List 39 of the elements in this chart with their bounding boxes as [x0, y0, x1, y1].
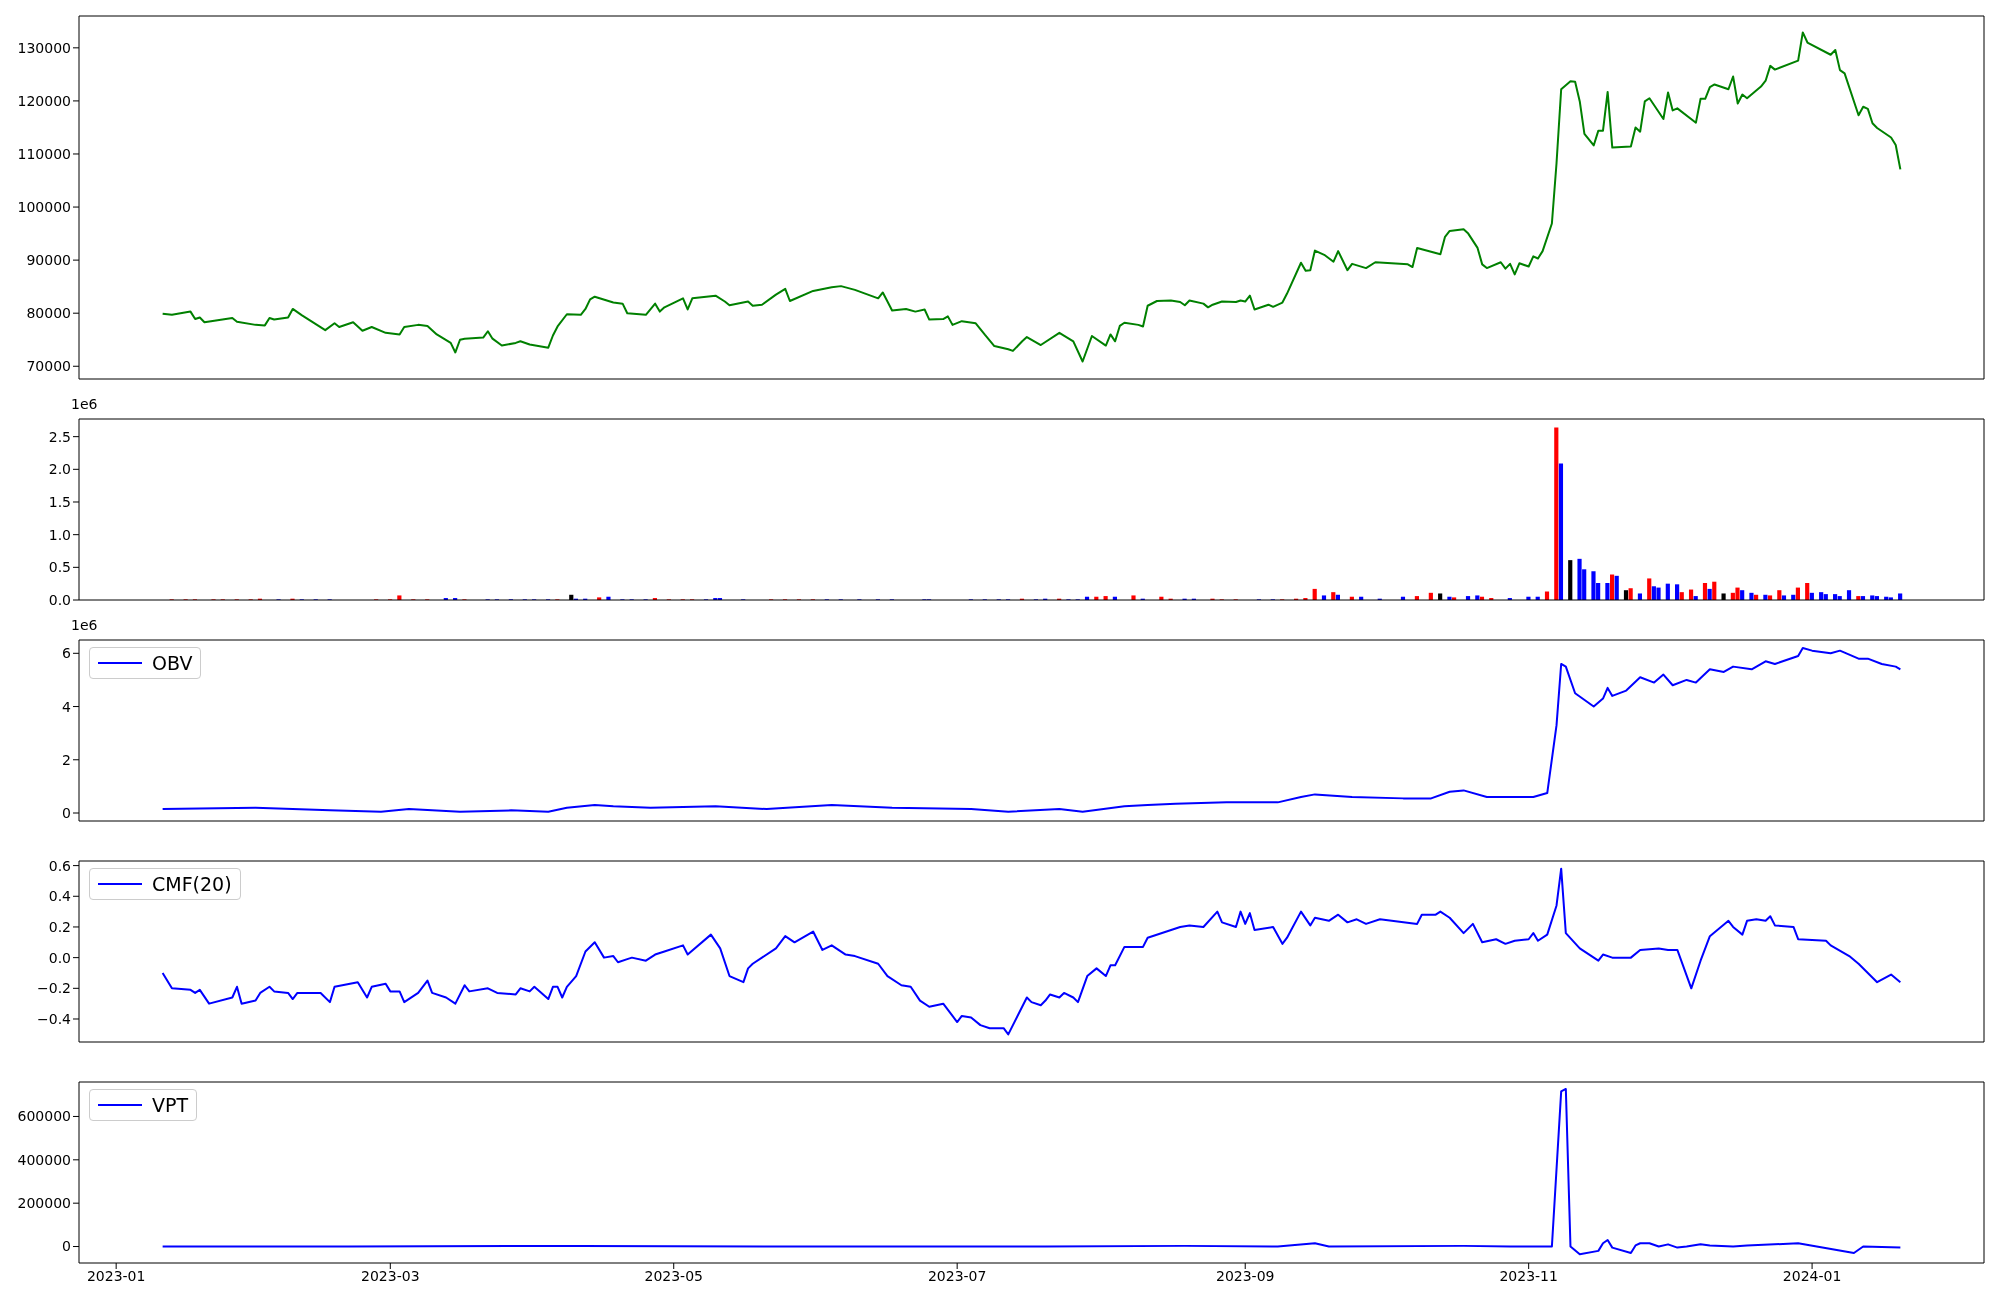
- legend-label: OBV: [152, 651, 193, 675]
- y-tick-label: 200000: [17, 1195, 71, 1212]
- y-tick-label: 70000: [26, 358, 71, 375]
- y-tick-label: 90000: [26, 252, 71, 269]
- y-tick-label: −0.2: [37, 980, 71, 997]
- y-tick-label: 130000: [17, 39, 71, 56]
- x-tick-label: 2023-07: [927, 1267, 987, 1284]
- y-tick-label: 1.5: [48, 493, 71, 510]
- y-tick-label: 0.5: [48, 559, 71, 576]
- y-tick-label: 0: [62, 804, 71, 821]
- x-tick-label: 2023-03: [361, 1267, 420, 1284]
- y-tick-label: 2: [62, 751, 71, 768]
- y-tick-label: 400000: [17, 1151, 71, 1168]
- y-tick-label: 0.0: [48, 949, 71, 966]
- x-tick-label: 2023-11: [1499, 1267, 1558, 1284]
- y-tick-label: 1.0: [48, 526, 71, 543]
- y-tick-label: 120000: [17, 92, 71, 109]
- x-tick-label: 2023-01: [86, 1267, 146, 1284]
- y-tick-label: 0.2: [48, 918, 71, 935]
- y-tick-label: 600000: [17, 1108, 71, 1125]
- text: 1e6: [71, 396, 98, 412]
- y-tick-label: 110000: [17, 145, 71, 162]
- y-tick-label: 2.5: [48, 428, 71, 445]
- y-tick-label: 2.0: [48, 461, 71, 478]
- legend-label: CMF(20): [152, 872, 232, 896]
- y-tick-label: 6: [62, 645, 72, 662]
- x-tick-label: 2023-09: [1215, 1267, 1275, 1284]
- y-tick-label: 80000: [26, 305, 71, 322]
- y-tick-label: 100000: [17, 199, 71, 216]
- y-tick-label: −0.4: [37, 1010, 72, 1027]
- y-tick-label: 0: [62, 1238, 71, 1255]
- legend-label: VPT: [152, 1093, 189, 1117]
- y-tick-label: 0.6: [48, 857, 72, 874]
- y-tick-label: 0.0: [48, 591, 71, 608]
- text: 1e6: [71, 617, 98, 633]
- x-tick-label: 2023-05: [644, 1267, 703, 1284]
- x-tick-label: 2024-01: [1782, 1267, 1842, 1284]
- y-tick-label: 4: [62, 698, 72, 715]
- y-tick-label: 0.4: [48, 888, 72, 905]
